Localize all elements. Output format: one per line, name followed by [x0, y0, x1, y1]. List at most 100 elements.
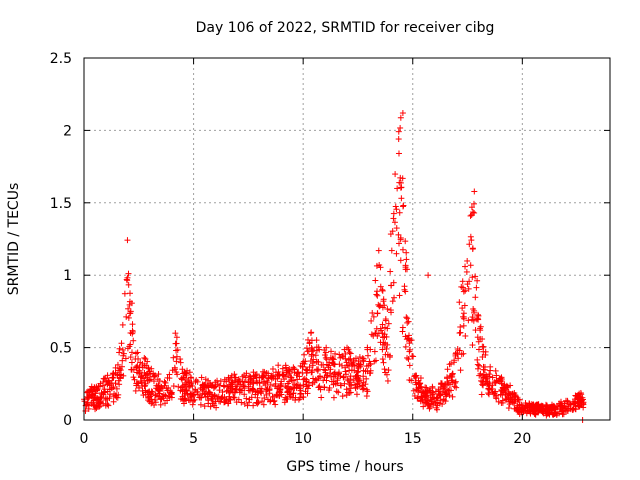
data-point [258, 385, 265, 392]
x-tick-label: 10 [294, 431, 312, 447]
data-point [221, 393, 228, 400]
data-point [259, 398, 266, 405]
data-point [125, 314, 132, 321]
data-point [128, 349, 135, 356]
data-point [247, 381, 254, 388]
data-point [254, 394, 261, 401]
data-point [125, 270, 132, 277]
data-point [297, 362, 304, 369]
data-point [564, 397, 571, 404]
data-point [460, 310, 467, 317]
data-point [313, 344, 320, 351]
data-point [336, 370, 343, 377]
data-point [483, 381, 490, 388]
data-point [227, 374, 234, 381]
data-point [380, 296, 387, 303]
data-point [293, 384, 300, 391]
data-point [332, 350, 339, 357]
data-point [430, 390, 437, 397]
data-point [402, 238, 409, 245]
data-point [303, 378, 310, 385]
data-point [306, 364, 313, 371]
data-point [139, 387, 146, 394]
data-point [501, 382, 508, 389]
data-point [125, 281, 132, 288]
data-point [278, 391, 285, 398]
data-point [261, 394, 268, 401]
data-point [261, 368, 268, 375]
data-point [318, 394, 325, 401]
data-point [350, 357, 357, 364]
data-point [275, 368, 282, 375]
data-point [373, 291, 380, 298]
data-point [325, 387, 332, 394]
data-point [263, 386, 270, 393]
data-point [385, 320, 392, 327]
data-point [371, 348, 378, 355]
data-point [420, 390, 427, 397]
data-point [417, 375, 424, 382]
data-point [260, 401, 267, 408]
data-point [315, 384, 322, 391]
data-point [237, 387, 244, 394]
data-point [116, 381, 123, 388]
data-point [356, 354, 363, 361]
data-point [123, 313, 130, 320]
data-point [283, 395, 290, 402]
data-point [100, 375, 107, 382]
data-point [177, 356, 184, 363]
data-point [321, 384, 328, 391]
data-point [388, 309, 395, 316]
data-point [197, 401, 204, 408]
data-point [207, 381, 214, 388]
data-point [333, 388, 340, 395]
data-point [344, 362, 351, 369]
data-point [172, 330, 179, 337]
data-point [275, 384, 282, 391]
data-point [544, 402, 551, 409]
data-point [556, 400, 563, 407]
data-point [119, 321, 126, 328]
data-point [370, 313, 377, 320]
data-point [399, 246, 406, 253]
data-point [134, 349, 141, 356]
data-point [469, 274, 476, 281]
data-point [175, 383, 182, 390]
data-point [449, 373, 456, 380]
data-point [153, 392, 160, 399]
data-point [314, 367, 321, 374]
data-point [472, 294, 479, 301]
y-tick-label: 2 [63, 123, 72, 139]
data-point [398, 195, 405, 202]
data-point [337, 354, 344, 361]
data-point [330, 373, 337, 380]
data-point [462, 263, 469, 270]
data-point [108, 380, 115, 387]
data-point [150, 370, 157, 377]
data-point [399, 328, 406, 335]
data-point [121, 290, 128, 297]
x-tick-label: 0 [80, 431, 89, 447]
data-point [462, 332, 469, 339]
data-point [462, 287, 469, 294]
data-point [197, 394, 204, 401]
data-point [292, 397, 299, 404]
data-point [412, 373, 419, 380]
data-point [114, 361, 121, 368]
data-point [302, 366, 309, 373]
data-point [219, 389, 226, 396]
data-point [460, 350, 467, 357]
data-point [341, 380, 348, 387]
data-point [290, 364, 297, 371]
data-point [105, 377, 112, 384]
data-point [469, 342, 476, 349]
data-point [443, 391, 450, 398]
data-point [482, 374, 489, 381]
data-point [116, 349, 123, 356]
data-point [506, 401, 513, 408]
data-point [377, 339, 384, 346]
data-point [133, 382, 140, 389]
data-point [177, 395, 184, 402]
data-point [405, 332, 412, 339]
data-point [393, 206, 400, 213]
